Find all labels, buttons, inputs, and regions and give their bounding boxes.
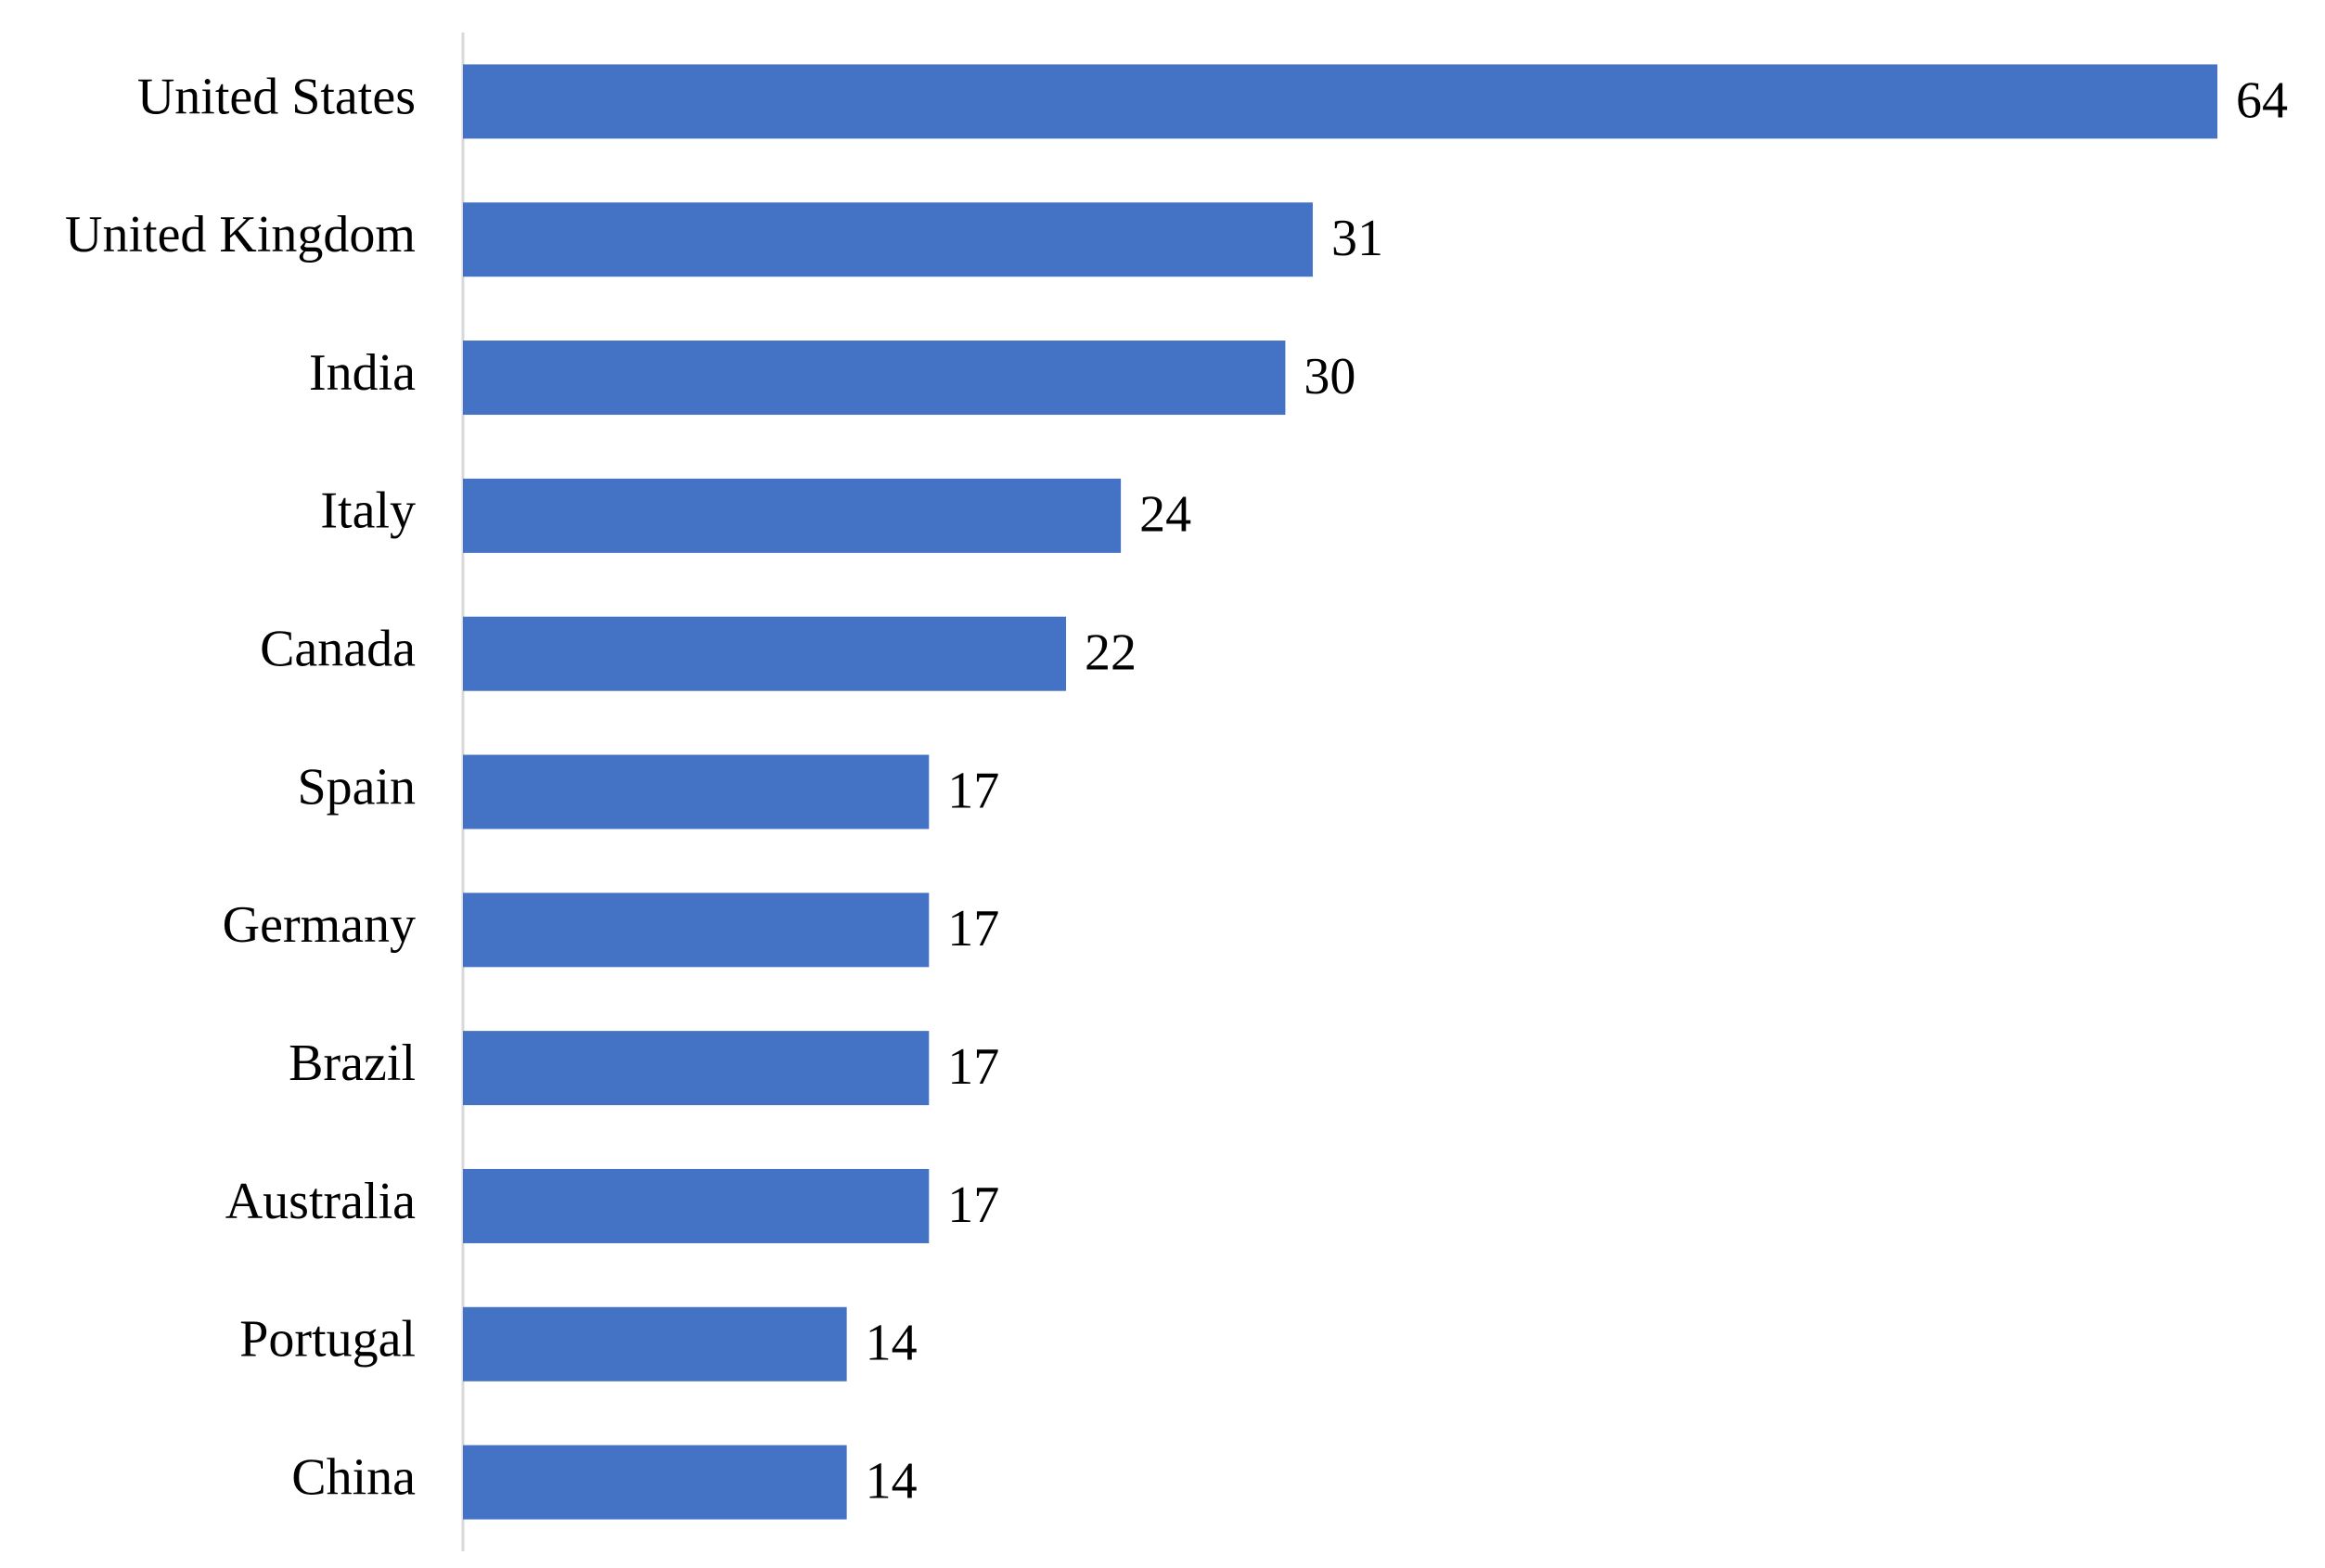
bar (463, 478, 1122, 553)
y-tick-label: China (291, 1448, 416, 1506)
bar (463, 341, 1286, 416)
y-tick-label: Portugal (239, 1311, 416, 1369)
bar (463, 893, 930, 968)
y-tick-label: United States (137, 68, 416, 125)
y-tick-label: Canada (260, 621, 416, 678)
data-label: 17 (947, 762, 999, 819)
bar (463, 1445, 847, 1520)
y-tick-label: Brazil (289, 1035, 416, 1092)
y-tick-label: Italy (320, 482, 416, 540)
y-tick-label: United Kingdom (65, 206, 416, 263)
data-label: 14 (866, 1452, 918, 1510)
data-label: 17 (947, 1038, 999, 1096)
y-tick-label: Spain (297, 758, 416, 816)
bar (463, 64, 2217, 139)
data-label: 14 (866, 1315, 918, 1372)
data-label: 24 (1139, 486, 1191, 544)
bar (463, 616, 1067, 691)
bar (463, 1306, 847, 1382)
data-label: 17 (947, 900, 999, 958)
data-label: 64 (2236, 71, 2288, 129)
y-tick-label: Australia (225, 1173, 416, 1230)
data-label: 17 (947, 1176, 999, 1234)
bar (463, 1168, 930, 1243)
bar (463, 202, 1313, 277)
data-label: 31 (1331, 210, 1383, 267)
data-label: 30 (1304, 348, 1355, 405)
y-tick-label: Germany (223, 896, 416, 954)
bar (463, 1031, 930, 1106)
bar (463, 754, 930, 829)
data-label: 22 (1085, 624, 1137, 682)
y-tick-label: India (309, 344, 416, 402)
